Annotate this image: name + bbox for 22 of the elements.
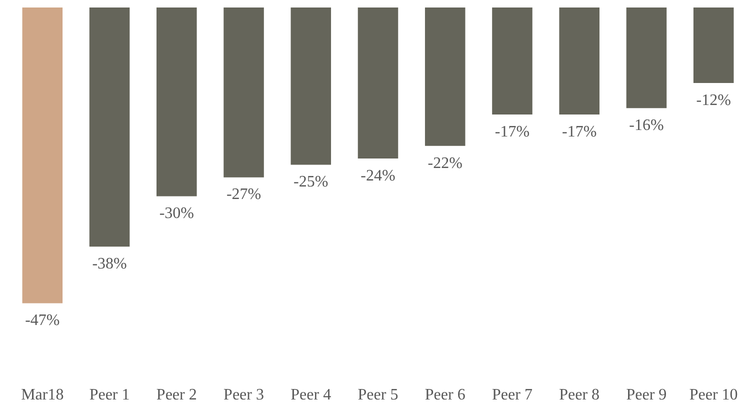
x-tick-label: Peer 1 [89, 386, 130, 404]
data-label: -27% [226, 186, 262, 204]
data-label: -12% [696, 92, 731, 109]
data-label: -22% [428, 154, 462, 172]
x-tick-label: Mar18 [21, 386, 64, 404]
x-tick-label: Peer 5 [358, 386, 398, 404]
x-tick-label: Peer 10 [689, 386, 738, 404]
data-label: -17% [562, 123, 597, 140]
data-label: -38% [92, 255, 127, 272]
data-label: -16% [629, 117, 664, 134]
data-label: -25% [294, 174, 328, 191]
x-tick-label: Peer 4 [290, 386, 332, 404]
x-tick-label: Peer 8 [559, 386, 600, 404]
data-label: -47% [25, 312, 60, 330]
data-label: -17% [494, 123, 530, 140]
data-label: -24% [360, 167, 396, 184]
x-tick-label: Peer 7 [492, 386, 532, 404]
data-label: -30% [159, 205, 194, 222]
x-tick-label: Peer 9 [626, 386, 667, 404]
x-tick-label: Peer 2 [156, 386, 197, 404]
x-tick-label: Peer 6 [424, 386, 466, 404]
x-tick-label: Peer 3 [224, 386, 264, 404]
